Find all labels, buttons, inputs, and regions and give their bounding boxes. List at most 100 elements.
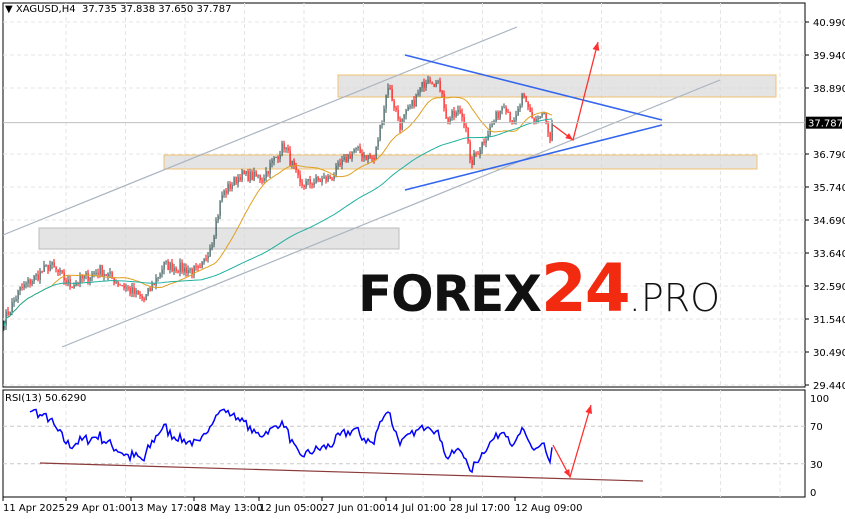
candle-body — [107, 273, 109, 276]
candle-body — [533, 118, 535, 122]
price-label: 30.490 — [813, 348, 845, 359]
candle-body — [117, 281, 119, 285]
candle-body — [129, 287, 131, 294]
candle-body — [287, 147, 289, 151]
candle-body — [399, 119, 401, 130]
candles — [3, 75, 553, 331]
candle-body — [139, 294, 141, 296]
candle-body — [51, 262, 53, 265]
candle-body — [397, 109, 399, 120]
rsi-level-label: 30 — [810, 460, 823, 471]
candle-body — [485, 140, 487, 143]
candle-body — [157, 277, 159, 279]
candle-body — [7, 311, 9, 315]
candle-body — [309, 178, 311, 184]
candle-body — [223, 190, 225, 195]
candle-body — [337, 163, 339, 166]
candle-body — [371, 157, 373, 159]
candle-body — [95, 272, 97, 274]
candle-body — [153, 283, 155, 286]
candle-body — [155, 278, 157, 286]
candle-body — [341, 159, 343, 165]
time-label: 12 Jun 05:00 — [259, 503, 323, 514]
time-label: 29 Apr 01:00 — [66, 503, 131, 514]
candle-body — [81, 275, 83, 279]
candle-body — [137, 290, 139, 295]
candle-body — [391, 89, 393, 101]
candle-body — [123, 285, 125, 289]
candle-body — [3, 325, 5, 329]
candle-body — [83, 275, 85, 279]
candle-body — [279, 155, 281, 160]
candle-body — [185, 267, 187, 274]
candle-body — [255, 171, 257, 177]
candle-body — [59, 270, 61, 273]
candle-body — [225, 190, 227, 194]
candle-body — [539, 116, 541, 119]
candle-body — [149, 288, 151, 291]
candle-body — [37, 274, 39, 280]
candle-body — [285, 147, 287, 149]
candle-body — [291, 160, 293, 166]
candle-body — [143, 298, 145, 301]
rsi-level-label: 70 — [810, 422, 823, 433]
candle-body — [189, 268, 191, 271]
candle-body — [471, 159, 473, 166]
candle-body — [315, 177, 317, 183]
candle-body — [55, 266, 57, 270]
candle-body — [531, 111, 533, 119]
time-label: 12 Aug 09:00 — [515, 503, 582, 514]
candle-body — [447, 118, 449, 122]
candle-body — [517, 108, 519, 116]
candle-body — [201, 262, 203, 268]
candle-body — [427, 79, 429, 83]
candle-body — [159, 273, 161, 278]
price-label: 33.640 — [813, 249, 845, 260]
candle-body — [549, 132, 551, 141]
candle-body — [29, 279, 31, 285]
candle-body — [479, 149, 481, 155]
price-label: 36.790 — [813, 150, 845, 161]
candle-body — [319, 180, 321, 182]
candle-body — [67, 279, 69, 283]
candle-body — [217, 215, 219, 221]
candle-body — [431, 81, 433, 84]
rsi-line — [29, 408, 553, 474]
candle-body — [507, 111, 509, 113]
candle-body — [525, 96, 527, 103]
candle-body — [31, 281, 33, 285]
candle-body — [221, 194, 223, 202]
candle-body — [127, 287, 129, 289]
candle-body — [451, 111, 453, 119]
channel-lower-line — [61, 79, 721, 348]
candle-body — [257, 175, 259, 177]
candle-body — [265, 171, 267, 179]
candle-body — [73, 285, 75, 288]
candle-body — [527, 102, 529, 108]
triangle-down-icon[interactable]: ▼ — [5, 4, 13, 15]
price-label: 31.540 — [813, 315, 845, 326]
candle-body — [375, 146, 377, 160]
candle-body — [109, 272, 111, 274]
candle-body — [349, 155, 351, 159]
candle-body — [317, 177, 319, 181]
candle-body — [297, 169, 299, 176]
candle-body — [49, 264, 51, 271]
candle-body — [111, 272, 113, 279]
price-label: 34.690 — [813, 216, 845, 227]
candle-body — [421, 81, 423, 88]
candle-body — [445, 108, 447, 119]
candle-body — [231, 185, 233, 189]
time-label: 28 May 13:00 — [194, 503, 263, 514]
candle-body — [119, 284, 121, 286]
candle-body — [491, 124, 493, 128]
time-label: 11 Apr 2025 — [3, 503, 65, 514]
candle-body — [321, 178, 323, 182]
candle-body — [79, 275, 81, 284]
candle-body — [389, 88, 391, 90]
candle-body — [195, 266, 197, 268]
candle-body — [381, 122, 383, 126]
candle-body — [529, 107, 531, 112]
